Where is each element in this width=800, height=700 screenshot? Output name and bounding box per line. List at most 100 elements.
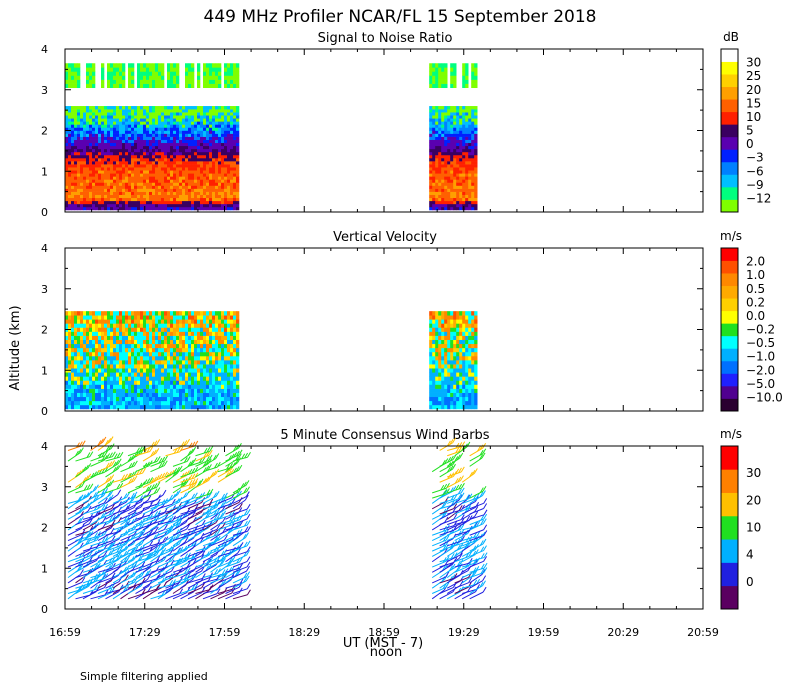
snr-cell: [176, 203, 180, 208]
snr-cell: [167, 145, 171, 150]
snr-cell: [203, 154, 207, 159]
vv-cell: [74, 347, 78, 353]
wind-barb-flag: [89, 483, 94, 489]
vv-cell: [236, 319, 240, 324]
vv-cell: [227, 360, 231, 365]
snr-cell: [77, 145, 81, 150]
vv-cell: [155, 327, 159, 332]
vv-cell: [468, 335, 472, 340]
snr-cell: [224, 182, 228, 186]
snr-cell: [468, 139, 472, 144]
snr-cell: [221, 148, 225, 153]
snr-cell: [107, 121, 111, 125]
vv-cell: [107, 404, 111, 410]
vv-cell: [191, 343, 195, 349]
snr-cell: [134, 158, 138, 162]
snr-cell: [435, 67, 439, 72]
snr-cell: [71, 185, 75, 189]
snr-cell: [215, 203, 219, 208]
snr-cell: [212, 182, 216, 186]
vv-cell: [107, 339, 111, 345]
snr-cell: [137, 185, 141, 189]
snr-cell: [236, 121, 240, 125]
vv-cell: [218, 351, 222, 357]
vv-cell: [170, 384, 174, 389]
snr-cell: [206, 136, 210, 140]
snr-cell: [230, 124, 234, 128]
snr-cell: [65, 133, 69, 137]
snr-cell: [140, 133, 144, 137]
snr-cell: [98, 145, 102, 150]
snr-cell: [447, 127, 451, 131]
snr-cell: [206, 118, 210, 122]
snr-cell: [447, 145, 451, 150]
snr-cell: [227, 79, 231, 84]
vv-cell: [438, 360, 442, 365]
snr-cell: [191, 136, 195, 140]
snr-cell: [83, 170, 87, 174]
vv-cell: [447, 347, 451, 353]
snr-cell: [438, 127, 442, 131]
vv-cell: [444, 404, 448, 410]
snr-cell: [98, 164, 102, 168]
snr-cell: [209, 148, 213, 153]
vv-cell: [209, 339, 213, 345]
snr-cell: [197, 142, 201, 147]
snr-cell: [456, 173, 460, 177]
snr-cell: [155, 151, 159, 156]
vv-cell: [203, 335, 207, 340]
vv-cell: [98, 360, 102, 365]
vv-cell: [161, 400, 165, 406]
snr-cell: [161, 173, 165, 177]
vv-cell: [459, 351, 463, 357]
wind-barb-flag: [93, 550, 97, 557]
vv-cell: [221, 339, 225, 345]
vv-cell: [459, 388, 463, 393]
snr-cell: [462, 75, 466, 80]
vv-cell: [453, 400, 457, 406]
snr-cell: [221, 139, 225, 144]
snr-cell: [128, 167, 132, 171]
snr-cell: [125, 121, 129, 125]
snr-cell: [209, 63, 213, 68]
snr-cell: [86, 185, 90, 189]
snr-cell: [161, 194, 165, 199]
vv-cell: [453, 396, 457, 402]
vv-cell: [429, 400, 433, 406]
snr-cell: [453, 164, 457, 168]
snr-cell: [158, 194, 162, 199]
vv-cell: [128, 327, 132, 332]
colorbar-label: 15: [746, 96, 761, 110]
vv-cell: [197, 319, 201, 324]
snr-cell: [83, 179, 87, 183]
vv-cell: [218, 368, 222, 373]
vv-cell: [131, 372, 135, 377]
vv-cell: [104, 364, 108, 369]
snr-cell: [474, 176, 478, 180]
snr-cell: [110, 106, 114, 110]
snr-cell: [92, 130, 96, 134]
vv-cell: [459, 347, 463, 353]
snr-cell: [230, 206, 234, 211]
vv-cell: [429, 384, 433, 389]
snr-cell: [86, 206, 90, 211]
snr-cell: [125, 164, 129, 168]
snr-cell: [218, 83, 222, 89]
vv-cell: [134, 400, 138, 406]
vv-cell: [197, 347, 201, 353]
vv-cell: [456, 368, 460, 373]
vv-cell: [176, 319, 180, 324]
snr-cell: [137, 127, 141, 131]
snr-cell: [65, 164, 69, 168]
snr-cell: [89, 115, 93, 119]
snr-cell: [230, 142, 234, 147]
snr-cell: [143, 67, 147, 72]
snr-cell: [465, 71, 469, 76]
snr-cell: [224, 154, 228, 159]
vv-cell: [474, 311, 478, 316]
snr-cell: [465, 148, 469, 153]
vv-cell: [450, 339, 454, 345]
vv-cell: [453, 404, 457, 410]
vv-cell: [140, 372, 144, 377]
snr-cell: [68, 206, 72, 211]
